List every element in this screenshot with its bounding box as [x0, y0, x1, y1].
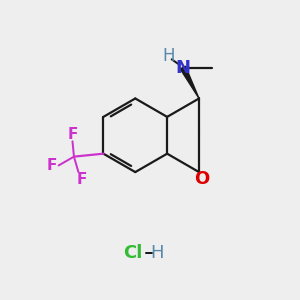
- Text: H: H: [151, 244, 164, 262]
- Text: F: F: [76, 172, 86, 187]
- Text: F: F: [47, 158, 57, 173]
- Text: N: N: [175, 58, 190, 76]
- Text: Cl: Cl: [123, 244, 142, 262]
- Text: O: O: [194, 169, 209, 188]
- Text: H: H: [162, 47, 175, 65]
- Text: F: F: [67, 127, 78, 142]
- Polygon shape: [180, 66, 199, 98]
